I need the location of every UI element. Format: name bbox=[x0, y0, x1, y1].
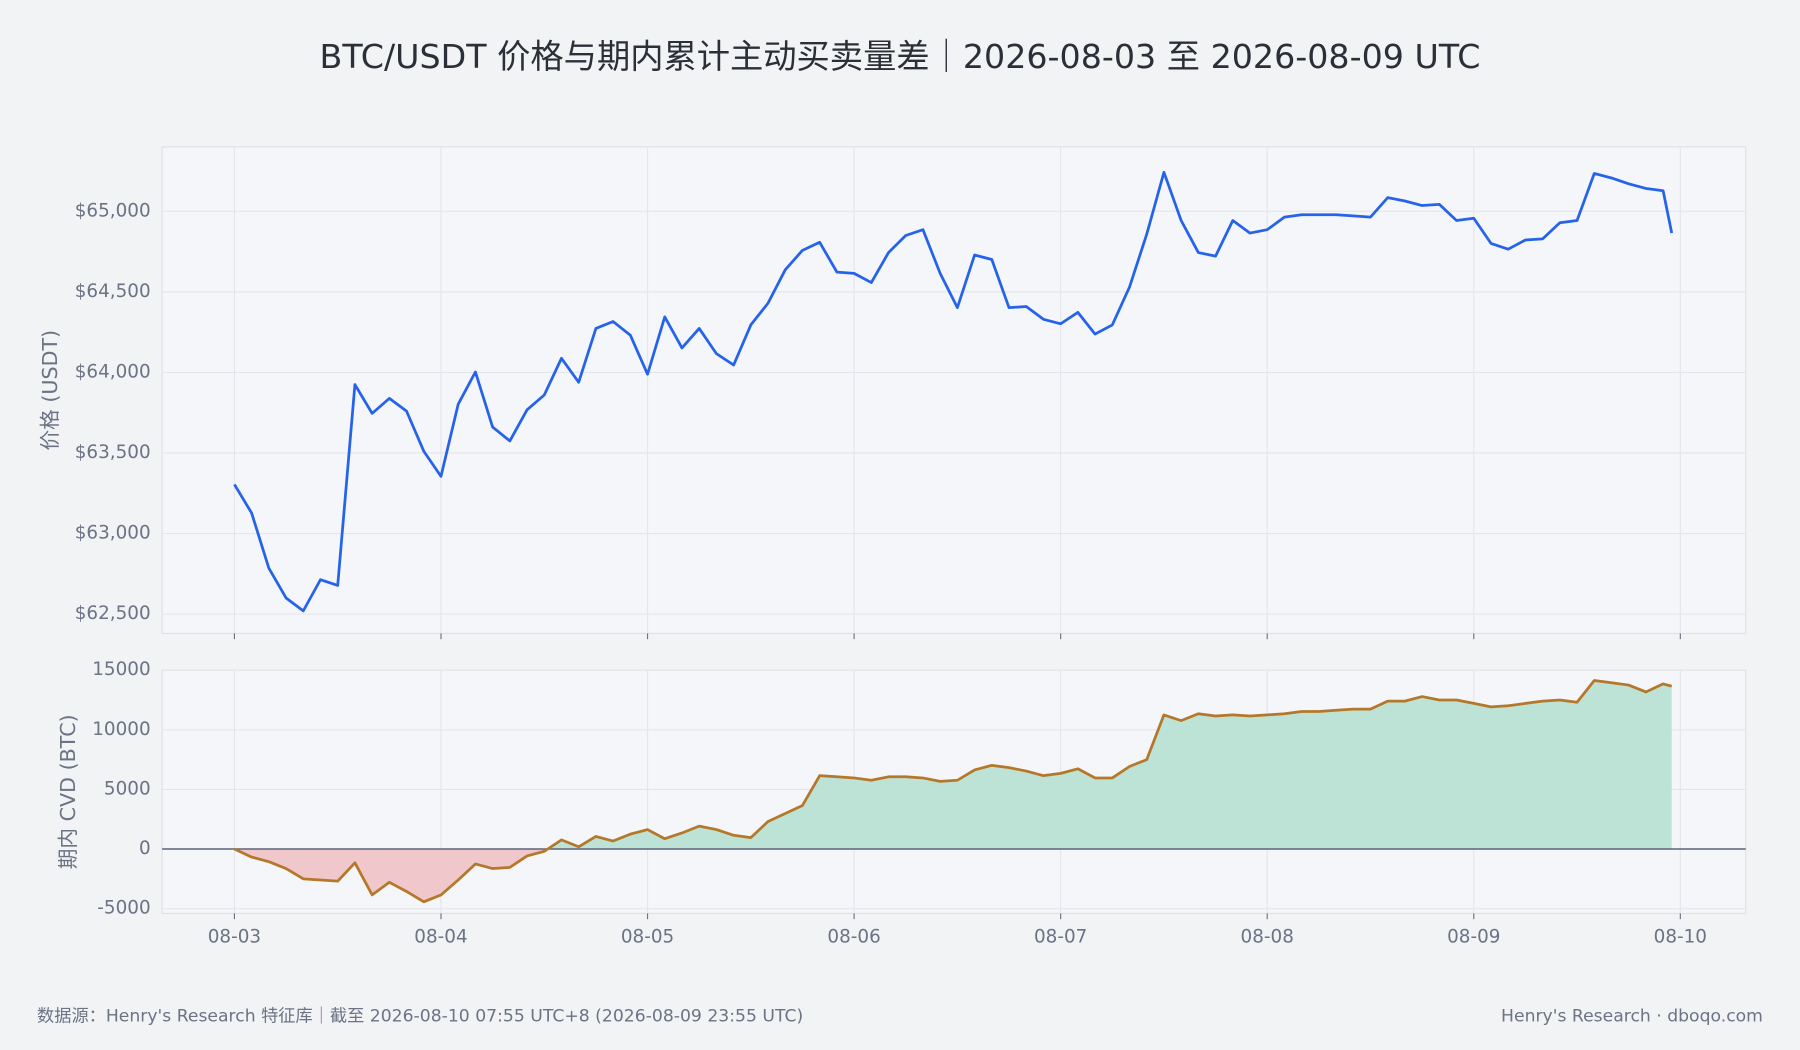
y-tick-label: $63,500 bbox=[75, 442, 151, 463]
y-axis-label: 价格 (USDT) bbox=[38, 330, 62, 451]
footer-source: 数据源：Henry's Research 特征库｜截至 2026-08-10 0… bbox=[37, 1006, 803, 1027]
x-tick-label: 08-06 bbox=[827, 927, 880, 948]
area-negative bbox=[234, 849, 548, 902]
x-tick-label: 08-04 bbox=[414, 927, 467, 948]
y-tick-label: 10000 bbox=[92, 719, 150, 740]
y-tick-label: 5000 bbox=[104, 778, 151, 799]
x-tick-label: 08-03 bbox=[208, 927, 261, 948]
x-tick-label: 08-10 bbox=[1654, 927, 1707, 948]
y-tick-label: $64,500 bbox=[75, 281, 151, 302]
y-tick-label: 0 bbox=[139, 838, 151, 859]
y-axis-label: 期内 CVD (BTC) bbox=[56, 714, 80, 869]
y-tick-label: -5000 bbox=[97, 898, 150, 919]
chart-title: BTC/USDT 价格与期内累计主动买卖量差｜2026-08-03 至 2026… bbox=[320, 37, 1481, 76]
x-tick-label: 08-09 bbox=[1447, 927, 1500, 948]
x-tick-label: 08-05 bbox=[621, 927, 674, 948]
x-tick-label: 08-07 bbox=[1034, 927, 1087, 948]
y-tick-label: $63,000 bbox=[75, 523, 151, 544]
series-line bbox=[233, 170, 1674, 613]
y-tick-label: 15000 bbox=[92, 659, 150, 680]
area-positive bbox=[234, 680, 1672, 850]
y-tick-label: $64,000 bbox=[75, 361, 151, 382]
series-line bbox=[233, 679, 1673, 904]
plot-area bbox=[161, 146, 1747, 635]
x-tick-label: 08-08 bbox=[1241, 927, 1294, 948]
y-tick-label: $65,000 bbox=[75, 200, 151, 221]
y-tick-label: $62,500 bbox=[75, 603, 151, 624]
footer-brand: Henry's Research · dboqo.com bbox=[1501, 1007, 1763, 1027]
